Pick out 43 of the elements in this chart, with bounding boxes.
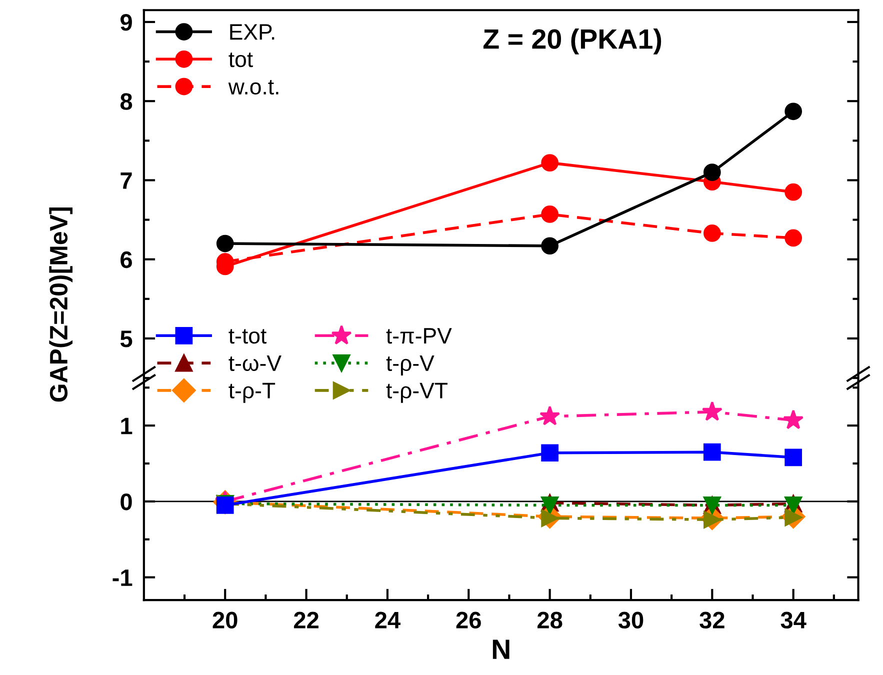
legend-label: t-ω-V [228, 356, 282, 372]
point [783, 409, 804, 430]
y-tick-label: -1 [112, 570, 132, 586]
x-tick-label: 34 [780, 612, 806, 629]
y-tick-label: 1 [121, 418, 132, 434]
point [702, 401, 722, 421]
point [216, 234, 234, 252]
point [541, 154, 558, 172]
x-tick-label: 30 [618, 612, 644, 629]
point [540, 406, 560, 426]
point [784, 102, 802, 120]
y-tick-label: 0 [120, 494, 132, 510]
x-tick-label: 32 [700, 612, 724, 629]
x-axis-title: N [492, 640, 510, 659]
legend-label: w.o.t. [228, 80, 278, 95]
y-tick-label: 6 [120, 251, 132, 268]
legend-label: t-π-PV [386, 328, 452, 344]
legend-label: t-ρ-VT [386, 382, 448, 403]
legend-label: t-ρ-V [386, 356, 434, 376]
point [541, 206, 558, 223]
y-tick-label: 7 [120, 172, 132, 189]
y-tick-label: 5 [120, 330, 132, 348]
y-tick-label: 8 [120, 93, 132, 110]
legend-label: tot [228, 52, 253, 68]
x-tick-label: 22 [294, 612, 318, 628]
point [541, 237, 558, 255]
point [784, 448, 802, 466]
x-tick-label: 26 [456, 612, 481, 629]
point [703, 164, 721, 181]
x-tick-label: 20 [212, 612, 238, 629]
point [784, 229, 802, 247]
legend-label: t-tot [228, 329, 266, 344]
y-axis-title: GAP(Z=20)[MeV] [49, 208, 72, 402]
point [541, 444, 558, 462]
legend-label: EXP. [230, 24, 274, 40]
point [703, 224, 721, 242]
x-tick-label: 28 [537, 612, 562, 629]
legend-label: t-ρ-T [228, 382, 276, 403]
y-tick-label: 9 [120, 14, 132, 31]
point [703, 443, 721, 461]
point [784, 183, 802, 201]
text: Z = 20 (PKA1) [483, 28, 662, 54]
x-tick-label: 24 [375, 612, 400, 628]
